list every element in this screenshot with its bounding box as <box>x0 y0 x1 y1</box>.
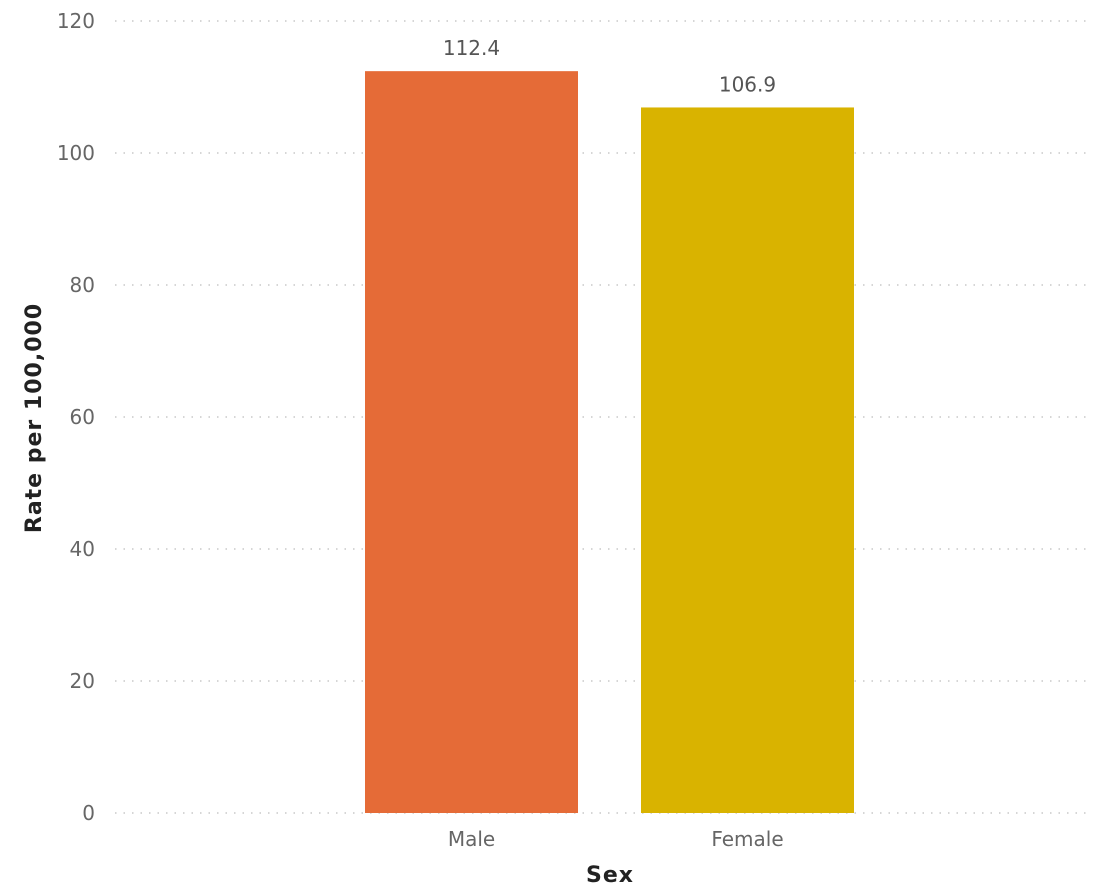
data-label: 106.9 <box>719 72 776 96</box>
x-tick-label: Male <box>448 827 495 851</box>
bar-male <box>365 71 578 813</box>
data-label: 112.4 <box>443 36 500 60</box>
y-tick-label: 100 <box>57 141 95 165</box>
bars <box>365 71 854 813</box>
x-tick-label: Female <box>711 827 783 851</box>
y-tick-label: 120 <box>57 9 95 33</box>
y-tick-label: 80 <box>70 273 95 297</box>
y-tick-label: 40 <box>70 537 95 561</box>
bar-female <box>641 107 854 813</box>
x-axis-ticks: Male Female <box>448 827 784 851</box>
y-tick-label: 20 <box>70 669 95 693</box>
y-tick-label: 0 <box>82 801 95 825</box>
x-axis-title: Sex <box>586 863 634 888</box>
y-axis-title: Rate per 100,000 <box>22 303 47 533</box>
y-axis-ticks: 0 20 40 60 80 100 120 <box>57 9 95 825</box>
gridlines <box>115 20 1090 814</box>
y-tick-label: 60 <box>70 405 95 429</box>
data-labels: 112.4 106.9 <box>443 36 776 96</box>
